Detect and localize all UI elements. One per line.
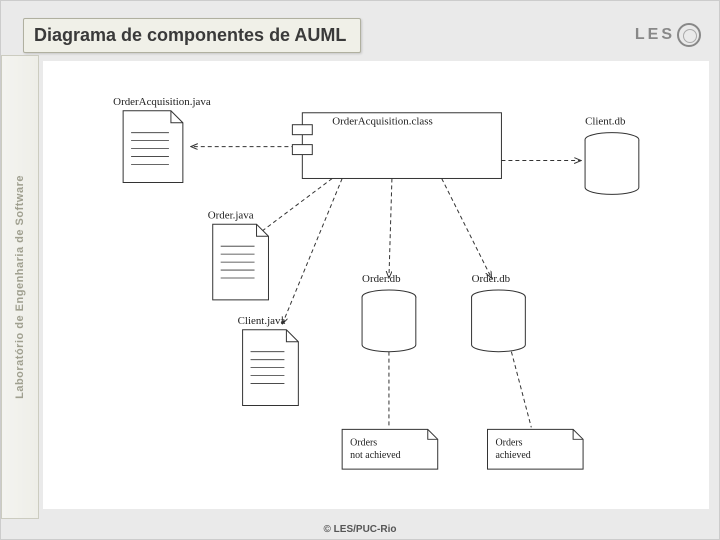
copyright: © LES/PUC-Rio xyxy=(324,524,397,535)
svg-text:Order.db: Order.db xyxy=(472,273,511,285)
sidebar-label: Laboratório de Engenharia de Software xyxy=(14,175,26,399)
logo-swirl-icon xyxy=(677,23,701,47)
svg-text:Orders: Orders xyxy=(495,437,522,448)
footer: © LES/PUC-Rio xyxy=(1,524,719,535)
sidebar: Laboratório de Engenharia de Software xyxy=(1,55,39,519)
svg-text:Order.db: Order.db xyxy=(362,273,401,285)
component-diagram: OrderAcquisition.class OrderAcquisition.j… xyxy=(43,61,709,509)
svg-text:OrderAcquisition.java: OrderAcquisition.java xyxy=(113,96,211,108)
title-tab: Diagrama de componentes de AUML xyxy=(23,18,361,53)
diagram-canvas: OrderAcquisition.class OrderAcquisition.j… xyxy=(43,61,709,509)
logo: LES xyxy=(635,23,701,47)
svg-text:not achieved: not achieved xyxy=(350,450,401,461)
svg-text:Orders: Orders xyxy=(350,437,377,448)
svg-text:Client.java: Client.java xyxy=(238,315,286,327)
svg-text:Order.java: Order.java xyxy=(208,209,254,221)
logo-text: LES xyxy=(635,26,675,44)
header: Diagrama de componentes de AUML LES xyxy=(23,15,701,55)
svg-text:OrderAcquisition.class: OrderAcquisition.class xyxy=(332,116,433,128)
svg-text:Client.db: Client.db xyxy=(585,116,626,128)
page-title: Diagrama de componentes de AUML xyxy=(34,25,346,45)
svg-text:achieved: achieved xyxy=(495,450,530,461)
